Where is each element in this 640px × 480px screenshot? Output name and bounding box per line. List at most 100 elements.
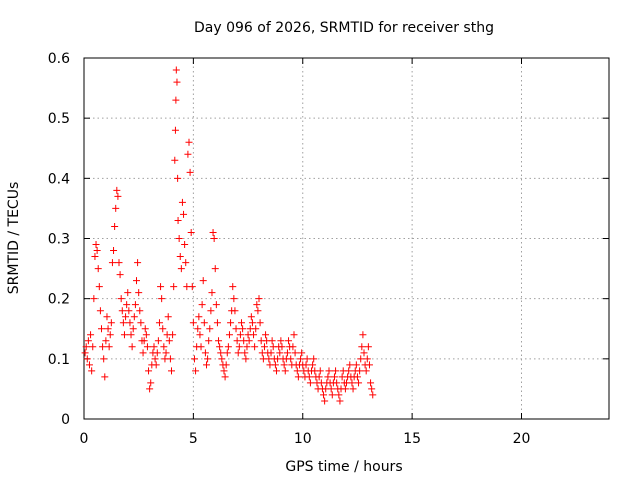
data-point: [348, 379, 356, 387]
data-point: [105, 343, 113, 351]
data-point: [95, 283, 103, 291]
data-point: [302, 361, 310, 369]
data-point: [127, 331, 135, 339]
x-tick-label: 0: [80, 431, 89, 447]
data-point: [294, 373, 302, 381]
data-point: [173, 78, 181, 86]
data-point: [159, 325, 167, 333]
data-point: [283, 349, 291, 357]
data-point: [333, 379, 341, 387]
data-point: [113, 186, 121, 194]
data-point: [290, 331, 298, 339]
y-tick-label: 0.4: [48, 171, 70, 187]
data-point: [233, 337, 241, 345]
data-point: [328, 391, 336, 399]
data-point: [94, 265, 102, 273]
data-point: [91, 253, 99, 261]
data-point: [174, 174, 182, 182]
data-point: [316, 367, 324, 375]
data-point: [165, 337, 173, 345]
data-points: [81, 66, 377, 405]
data-point: [181, 241, 189, 249]
data-point: [103, 313, 111, 321]
data-point: [99, 343, 107, 351]
data-point: [273, 367, 280, 375]
data-point: [93, 247, 101, 255]
data-point: [336, 397, 344, 405]
data-point: [217, 349, 225, 357]
data-point: [152, 361, 160, 369]
data-point: [108, 259, 116, 267]
data-point: [129, 325, 137, 333]
data-point: [124, 289, 132, 297]
data-point: [192, 367, 200, 375]
data-point: [119, 319, 127, 327]
data-point: [197, 343, 205, 351]
data-point: [106, 331, 114, 339]
data-point: [236, 331, 244, 339]
data-point: [164, 313, 172, 321]
data-point: [162, 349, 170, 357]
data-point: [247, 313, 255, 321]
data-point: [135, 289, 143, 297]
data-point: [359, 331, 367, 339]
data-point: [100, 355, 108, 363]
data-point: [157, 283, 165, 291]
data-point: [368, 385, 376, 393]
data-point: [280, 361, 288, 369]
data-point: [324, 373, 332, 381]
data-point: [182, 259, 190, 267]
data-point: [139, 349, 147, 357]
data-point: [101, 373, 109, 381]
data-point: [207, 307, 215, 315]
data-point: [363, 355, 371, 363]
data-point: [353, 373, 361, 381]
data-point: [134, 259, 142, 267]
data-point: [250, 331, 258, 339]
data-point: [216, 343, 224, 351]
data-point: [234, 349, 242, 357]
data-point: [206, 325, 214, 333]
data-point: [267, 349, 275, 357]
chart-title: Day 096 of 2026, SRMTID for receiver sth…: [194, 20, 494, 36]
data-point: [245, 337, 253, 345]
data-point: [360, 349, 368, 357]
data-point: [365, 361, 373, 369]
data-point: [213, 319, 221, 327]
data-point: [268, 337, 276, 345]
data-point: [204, 355, 212, 363]
data-point: [195, 313, 203, 321]
data-point: [176, 253, 184, 261]
data-point: [310, 355, 318, 363]
data-point: [98, 325, 105, 333]
data-point: [277, 337, 285, 345]
data-point: [212, 301, 220, 309]
data-point: [203, 361, 210, 369]
data-point: [235, 343, 243, 351]
data-point: [115, 259, 123, 267]
data-point: [251, 343, 259, 351]
data-point: [87, 331, 95, 339]
data-point: [356, 367, 364, 375]
x-tick-label: 15: [403, 431, 421, 447]
data-point: [248, 319, 256, 327]
y-tick-label: 0.5: [48, 111, 70, 127]
data-point: [146, 385, 154, 393]
data-point: [188, 283, 196, 291]
data-point: [194, 325, 202, 333]
data-point: [345, 367, 353, 375]
data-point: [352, 361, 360, 369]
data-point: [112, 204, 120, 212]
data-point: [111, 222, 119, 230]
data-point: [241, 349, 249, 357]
data-point: [96, 307, 104, 315]
data-point: [116, 271, 124, 279]
data-point: [215, 337, 223, 345]
data-point: [169, 331, 177, 339]
data-point: [298, 349, 306, 357]
data-point: [285, 337, 293, 345]
x-tick-label: 10: [294, 431, 312, 447]
data-point: [110, 247, 118, 255]
data-point: [184, 150, 192, 158]
